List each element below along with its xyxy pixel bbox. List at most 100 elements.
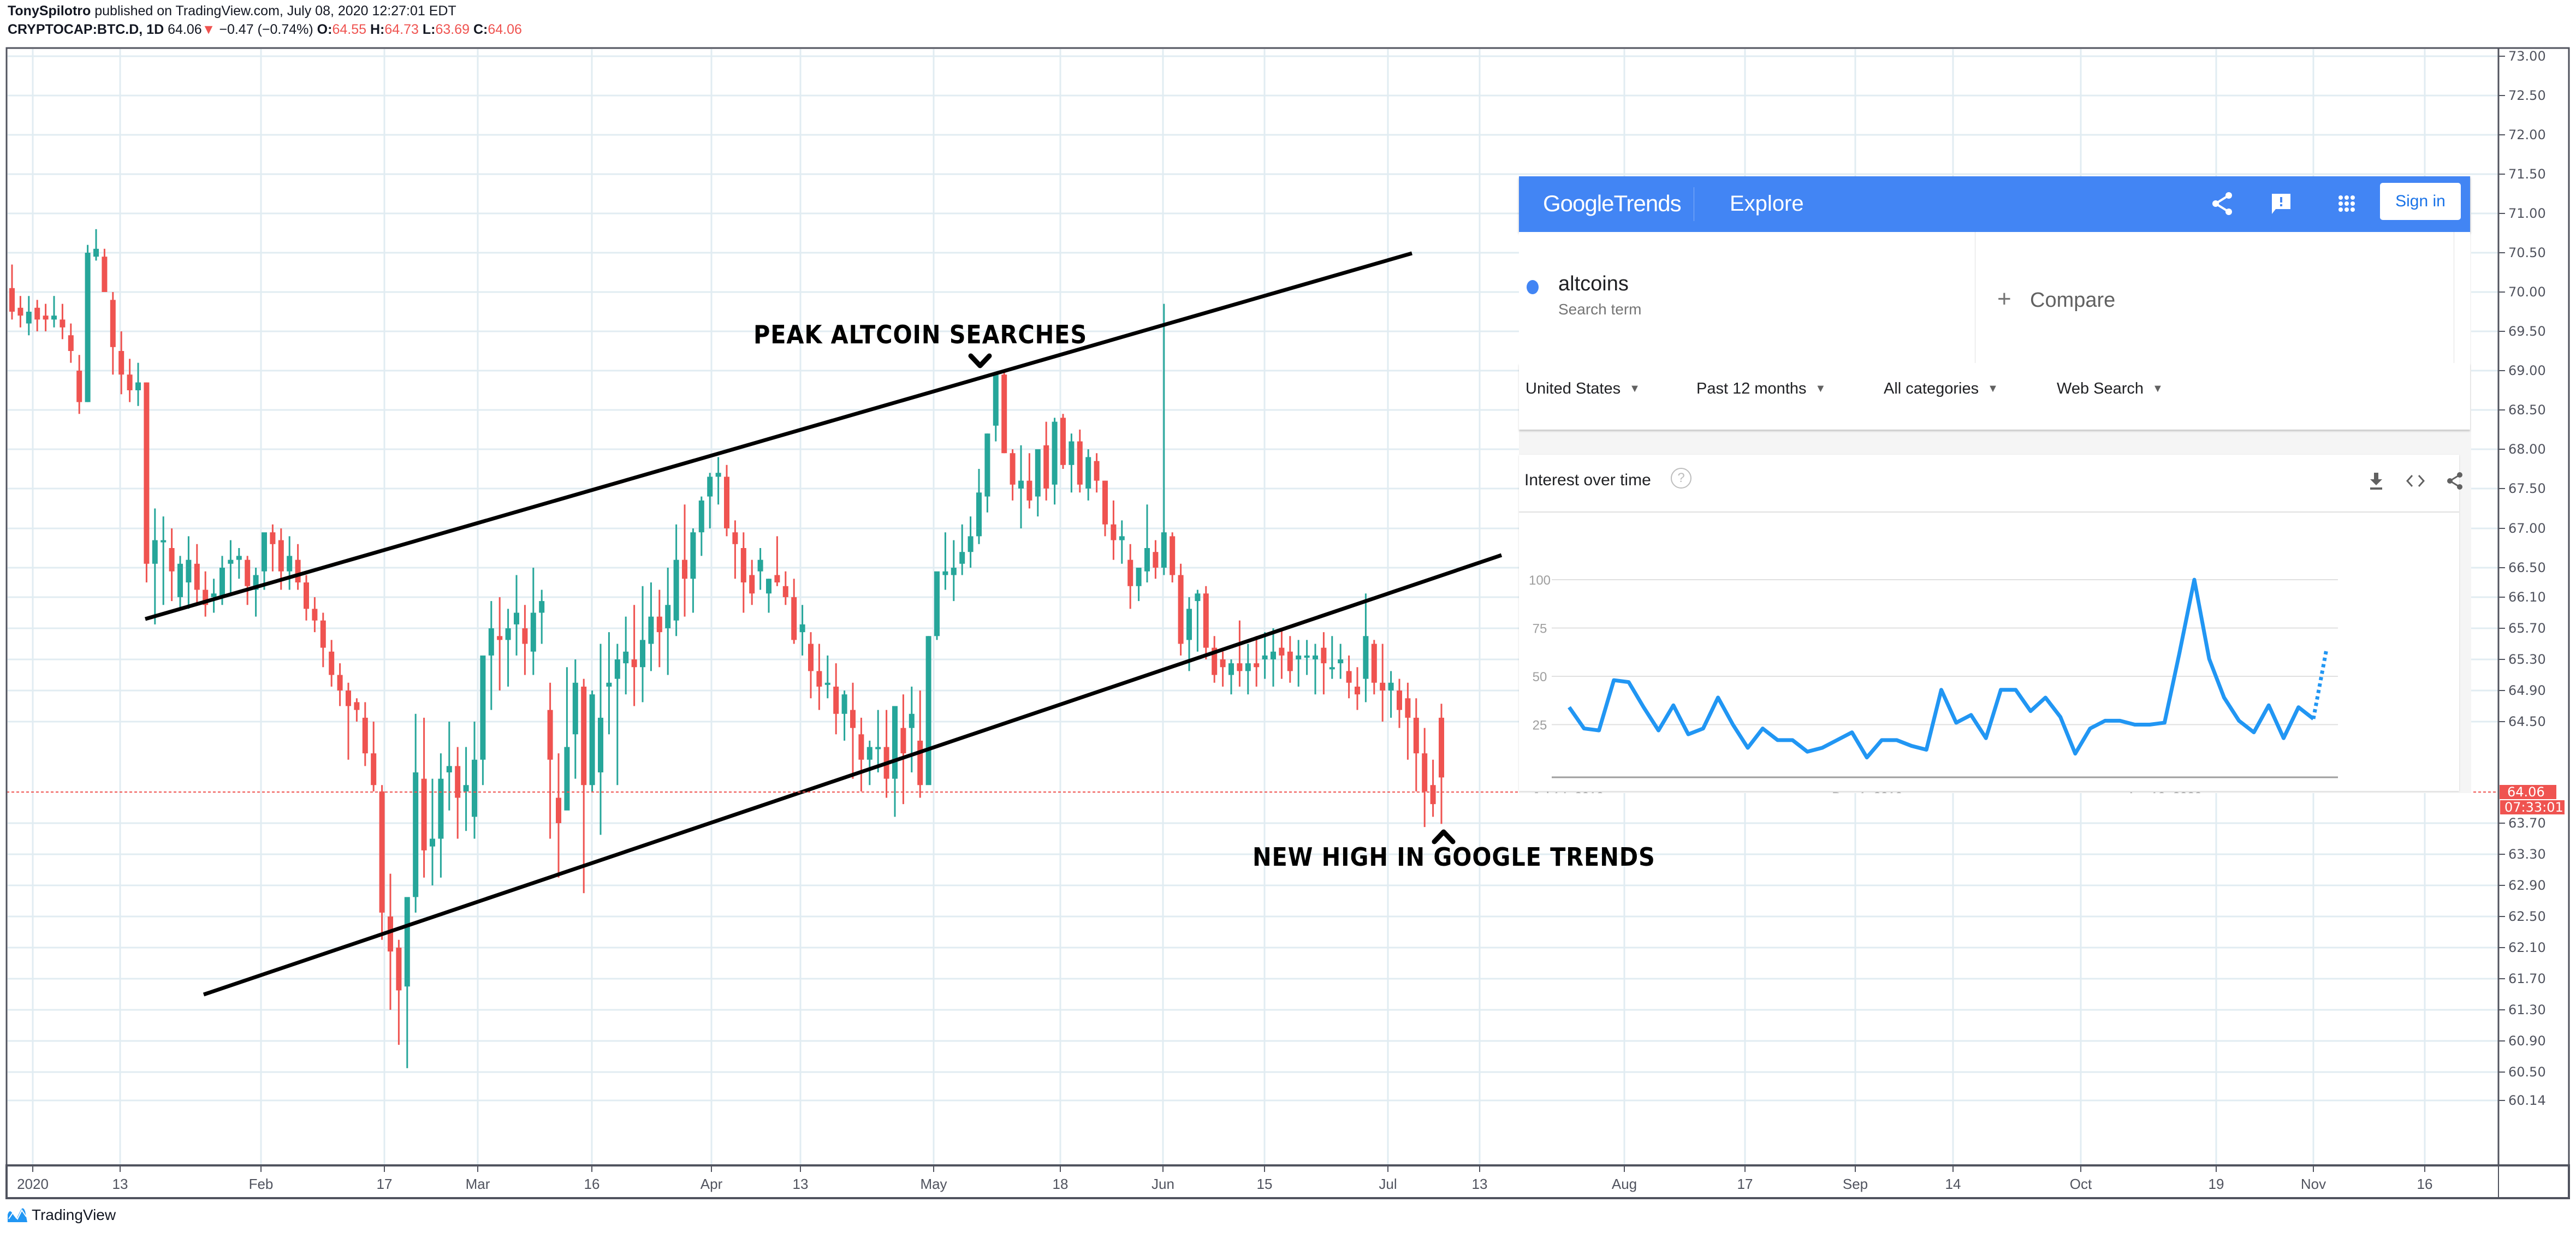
time-tick-label: 13 xyxy=(1472,1176,1488,1192)
price-tick-label: 71.50 xyxy=(2508,166,2546,182)
annotation-new-high-google-trends[interactable]: NEW HIGH IN GOOGLE TRENDS xyxy=(1253,842,1655,872)
search-terms-row xyxy=(1519,232,2470,363)
sign-in-button[interactable]: Sign in xyxy=(2380,183,2461,220)
time-tick-label: 16 xyxy=(2417,1176,2433,1192)
time-tick-label: May xyxy=(920,1176,947,1192)
trends-y-tick-label: 100 xyxy=(1529,573,1551,588)
time-axis-frame xyxy=(5,1164,2570,1199)
price-tick-label: 73.00 xyxy=(2508,49,2546,64)
close-label: C: xyxy=(473,22,488,37)
price-tick-label: 72.50 xyxy=(2508,88,2546,103)
svg-text:07:33:01: 07:33:01 xyxy=(2504,800,2563,815)
price-tick-label: 69.50 xyxy=(2508,324,2546,339)
symbol-name: CRYPTOCAP:BTC.D, 1D xyxy=(8,22,164,37)
new-high-chevron-icon xyxy=(1432,829,1456,844)
price-tick-label: 65.30 xyxy=(2508,652,2546,667)
filter-category-dropdown[interactable]: All categories ▼ xyxy=(1884,380,1998,398)
filter-time-dropdown[interactable]: Past 12 months ▼ xyxy=(1696,380,1826,398)
high-value: 64.73 xyxy=(384,22,419,37)
symbol-legend: CRYPTOCAP:BTC.D, 1D 64.06▼ −0.47 (−0.74%… xyxy=(8,22,522,38)
candlesticks xyxy=(9,229,1444,1068)
last-price-badge: 64.06 07:33:01 xyxy=(2500,784,2565,815)
price-tick-label: 67.00 xyxy=(2508,521,2546,536)
caret-down-icon: ▼ xyxy=(1987,383,1998,395)
compare-button[interactable]: Compare xyxy=(2030,289,2116,312)
card-title: Interest over time xyxy=(1524,471,1651,489)
price-change: −0.47 (−0.74%) xyxy=(219,22,313,37)
time-tick-label: Mar xyxy=(466,1176,490,1192)
trends-x-axis: Jul 14, 2019 Dec 1, 2019 Apr 19, 2020 xyxy=(1533,790,2202,793)
open-value: 64.55 xyxy=(332,22,366,37)
filter-label: United States xyxy=(1526,380,1621,397)
time-axis[interactable]: 2020 13 Feb 17 Mar 16 Apr 13 May 18 Jun 15 Jul 13 Aug 1… xyxy=(17,1166,2432,1192)
close-value: 64.06 xyxy=(488,22,522,37)
price-tick-label: 68.50 xyxy=(2508,402,2546,418)
price-tick-label: 66.50 xyxy=(2508,560,2546,575)
filter-region-dropdown[interactable]: United States ▼ xyxy=(1526,380,1640,398)
time-tick-label: 2020 xyxy=(17,1176,49,1192)
time-tick-label: 13 xyxy=(112,1176,128,1192)
caret-down-icon: ▼ xyxy=(1815,383,1826,395)
download-icon[interactable] xyxy=(2364,469,2388,493)
trend-line-upper-1[interactable] xyxy=(145,468,660,621)
trends-y-tick-label: 75 xyxy=(1533,622,1547,636)
author-name[interactable]: TonySpilotro xyxy=(8,3,91,19)
tradingview-logo[interactable]: TradingView xyxy=(7,1206,116,1224)
search-term-input[interactable]: altcoins xyxy=(1558,272,1629,295)
apps-grid-icon[interactable] xyxy=(2331,188,2362,219)
search-term-sublabel: Search term xyxy=(1558,301,1642,318)
interest-over-time-chart[interactable]: 100 75 50 25 Jul 14, 2019 Dec 1, 2019 Apr 19,… xyxy=(1519,176,2471,793)
time-tick-label: 14 xyxy=(1945,1176,1961,1192)
price-tick-label: 66.10 xyxy=(2508,590,2546,605)
time-tick-label: Apr xyxy=(701,1176,723,1192)
time-tick-label: 17 xyxy=(1737,1176,1753,1192)
price-tick-label: 60.14 xyxy=(2508,1093,2546,1108)
price-tick-label: 68.00 xyxy=(2508,442,2546,457)
price-tick-label: 62.50 xyxy=(2508,909,2546,924)
feedback-icon[interactable] xyxy=(2266,188,2296,219)
time-tick-label: 15 xyxy=(1257,1176,1273,1192)
price-tick-label: 63.30 xyxy=(2508,847,2546,862)
price-tick-label: 67.50 xyxy=(2508,481,2546,496)
trends-x-tick-label: Apr 19, 2020 xyxy=(2127,790,2201,793)
google-trends-logo[interactable]: GoogleTrends xyxy=(1543,191,1682,217)
share-icon[interactable] xyxy=(2207,188,2237,219)
trends-line xyxy=(1568,578,2315,760)
explore-title[interactable]: Explore xyxy=(1730,192,1804,216)
time-tick-label: 16 xyxy=(584,1176,600,1192)
last-price: 64.06 xyxy=(168,22,202,37)
trend-lines[interactable] xyxy=(145,251,1503,997)
trends-line-partial xyxy=(2311,648,2329,719)
trends-y-tick-label: 25 xyxy=(1533,718,1547,733)
plus-icon[interactable]: + xyxy=(1997,285,2011,312)
trend-line-upper-2[interactable] xyxy=(659,251,1412,473)
filter-label: All categories xyxy=(1884,380,1979,397)
annotation-peak-altcoin-searches[interactable]: PEAK ALTCOIN SEARCHES xyxy=(753,320,1088,349)
time-tick-label: Jun xyxy=(1152,1176,1174,1192)
embed-icon[interactable] xyxy=(2403,469,2427,493)
filter-property-dropdown[interactable]: Web Search ▼ xyxy=(2057,380,2163,398)
peak-chevron-icon xyxy=(968,353,992,368)
trend-line-lower[interactable] xyxy=(203,553,1503,997)
google-trends-panel: GoogleTrends Explore Sign in altcoins Se… xyxy=(1519,176,2471,793)
price-tick-label: 62.10 xyxy=(2508,940,2546,955)
publish-info: TonySpilotro published on TradingView.co… xyxy=(8,3,456,19)
tradingview-logo-icon xyxy=(8,1208,27,1222)
tradingview-brand-text: TradingView xyxy=(32,1206,116,1223)
card-divider xyxy=(1519,511,2459,513)
logo-trends-text: Trends xyxy=(1613,191,1681,216)
share-icon[interactable] xyxy=(2443,469,2467,493)
low-label: L: xyxy=(422,22,436,37)
caret-down-icon: ▼ xyxy=(1629,383,1640,395)
trends-y-tick-label: 50 xyxy=(1533,670,1547,685)
logo-google-text: Google xyxy=(1543,191,1614,216)
price-tick-label: 65.70 xyxy=(2508,621,2546,636)
price-axis[interactable]: 73.00 72.50 72.00 71.50 71.00 70.50 70.00 69.50… xyxy=(2499,49,2546,1108)
filter-label: Past 12 months xyxy=(1696,380,1807,397)
help-icon[interactable]: ? xyxy=(1671,468,1691,489)
time-tick-label: 18 xyxy=(1053,1176,1069,1192)
price-tick-label: 71.00 xyxy=(2508,206,2546,221)
price-tick-label: 64.90 xyxy=(2508,683,2546,698)
price-tick-label: 70.50 xyxy=(2508,245,2546,260)
